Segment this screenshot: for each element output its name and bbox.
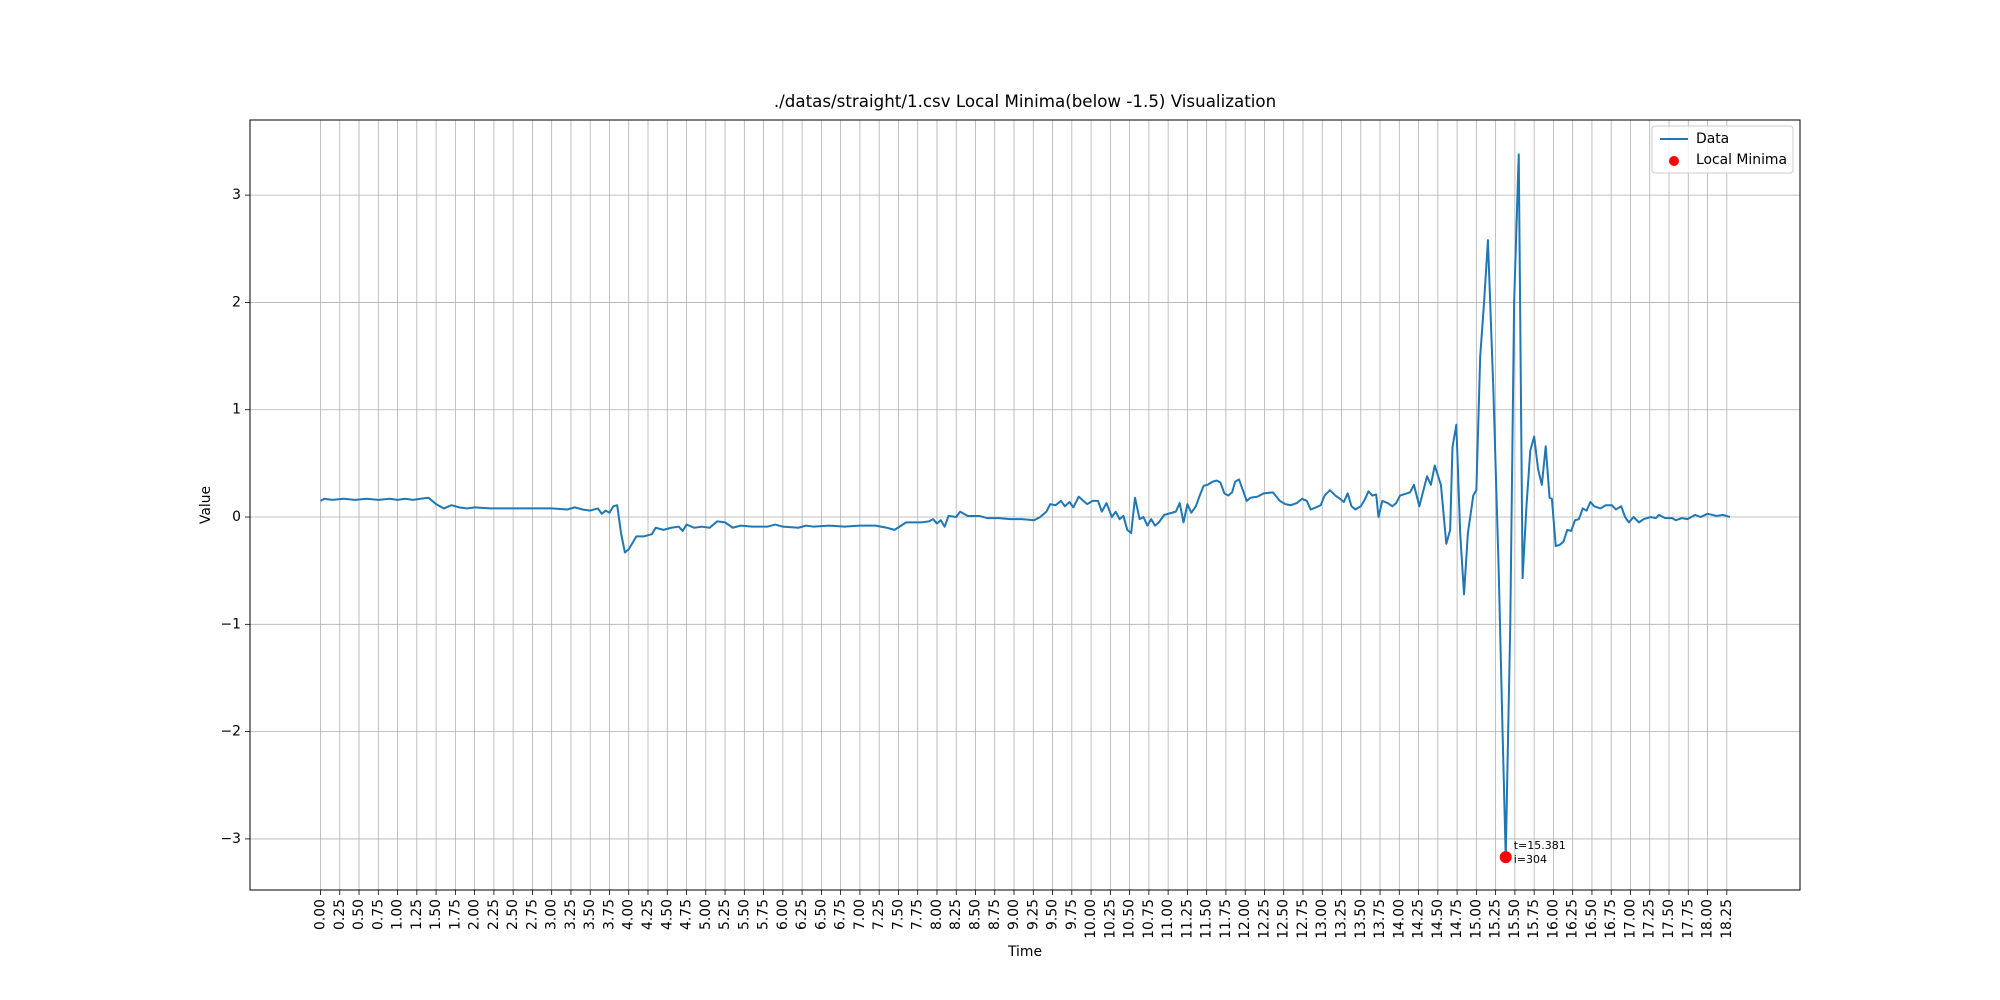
x-tick-label: 9.00 [1006,899,1022,930]
x-tick-label: 14.75 [1449,899,1465,939]
x-tick-label: 17.25 [1642,899,1658,939]
x-tick-label: 9.75 [1064,899,1080,930]
x-tick-label: 0.25 [332,899,348,930]
x-tick-label: 8.50 [967,899,983,930]
x-tick-label: 8.25 [948,899,964,930]
x-tick-label: 18.00 [1700,899,1716,939]
x-tick-label: 7.25 [871,899,887,930]
chart-title: ./datas/straight/1.csv Local Minima(belo… [774,91,1276,111]
x-tick-label: 14.00 [1391,899,1407,939]
x-tick-label: 1.75 [447,899,463,930]
axes-frame [249,119,1801,891]
y-tick-label: 0 [232,509,241,525]
x-tick-label: 11.75 [1218,899,1234,939]
y-tick-label: 3 [232,187,241,203]
x-tick-label: 13.00 [1314,899,1330,939]
x-tick-label: 18.25 [1719,899,1735,939]
x-tick-label: 5.75 [756,899,772,930]
x-tick-label: 17.00 [1622,899,1638,939]
x-tick-label: 7.50 [890,899,906,930]
point-annotation: t=15.381 [1514,839,1566,852]
x-tick-label: 3.50 [582,899,598,930]
x-tick-label: 10.25 [1102,899,1118,939]
x-tick-label: 0.50 [351,899,367,930]
x-tick-label: 8.00 [929,899,945,930]
x-tick-label: 6.00 [775,899,791,930]
x-tick-label: 16.75 [1603,899,1619,939]
x-tick-label: 16.50 [1584,899,1600,939]
x-tick-label: 12.25 [1256,899,1272,939]
x-tick-label: 13.25 [1334,899,1350,939]
legend-box [1651,125,1794,174]
x-tick-label: 11.50 [1199,899,1215,939]
x-tick-label: 2.00 [467,899,483,930]
x-tick-label: 12.50 [1276,899,1292,939]
x-tick-label: 9.50 [1045,899,1061,930]
x-tick-label: 13.75 [1372,899,1388,939]
x-tick-label: 6.50 [813,899,829,930]
y-tick-label: −1 [221,616,241,632]
x-tick-label: 1.50 [428,899,444,930]
x-tick-label: 3.75 [601,899,617,930]
x-tick-label: 1.00 [390,899,406,930]
x-tick-label: 3.25 [563,899,579,930]
x-tick-label: 16.25 [1565,899,1581,939]
data-line [320,153,1731,859]
x-tick-label: 10.50 [1122,899,1138,939]
x-tick-label: 5.25 [717,899,733,930]
x-tick-label: 13.50 [1353,899,1369,939]
legend-label: Local Minima [1696,152,1787,168]
x-tick-label: 12.75 [1295,899,1311,939]
x-tick-label: 17.75 [1680,899,1696,939]
point-annotation: i=304 [1514,853,1547,866]
x-tick-label: 8.75 [987,899,1003,930]
x-tick-label: 6.25 [794,899,810,930]
x-tick-label: 0.75 [370,899,386,930]
y-tick-label: 1 [232,402,241,418]
minimum-point [1499,851,1512,864]
x-tick-label: 12.00 [1237,899,1253,939]
x-tick-label: 9.25 [1025,899,1041,930]
x-tick-label: 2.75 [524,899,540,930]
x-tick-label: 11.00 [1160,899,1176,939]
x-tick-label: 16.00 [1545,899,1561,939]
x-tick-label: 14.50 [1430,899,1446,939]
x-tick-label: 10.00 [1083,899,1099,939]
y-tick-label: −3 [221,831,241,847]
x-tick-label: 7.00 [852,899,868,930]
legend-label: Data [1696,131,1729,147]
x-tick-label: 0.00 [313,899,329,930]
x-tick-label: 15.25 [1488,899,1504,939]
x-tick-label: 4.50 [659,899,675,930]
x-tick-label: 7.75 [910,899,926,930]
x-tick-label: 15.50 [1507,899,1523,939]
x-axis-label: Time [1007,944,1042,960]
x-tick-label: 2.50 [505,899,521,930]
x-tick-label: 4.75 [679,899,695,930]
x-tick-label: 6.75 [833,899,849,930]
legend-marker [1669,156,1679,166]
x-tick-label: 5.00 [698,899,714,930]
x-tick-label: 17.50 [1661,899,1677,939]
x-tick-label: 10.75 [1141,899,1157,939]
x-tick-label: 5.50 [736,899,752,930]
x-tick-label: 3.00 [544,899,560,930]
x-tick-label: 4.00 [621,899,637,930]
x-tick-label: 14.25 [1411,899,1427,939]
x-tick-label: 4.25 [640,899,656,930]
x-tick-label: 15.75 [1526,899,1542,939]
y-tick-label: −2 [221,724,241,740]
y-tick-label: 2 [232,294,241,310]
x-tick-label: 15.00 [1468,899,1484,939]
x-tick-label: 11.25 [1179,899,1195,939]
y-axis-label: Value [198,486,214,524]
x-tick-label: 1.25 [409,899,425,930]
x-tick-label: 2.25 [486,899,502,930]
